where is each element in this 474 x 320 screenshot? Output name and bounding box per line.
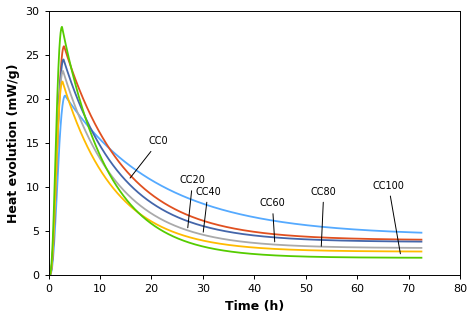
Text: CC20: CC20: [180, 175, 206, 228]
CC40: [61, 58, 66, 61]
CC0: [339, 227, 345, 230]
CC20: [218, 224, 223, 228]
CC80: [227, 243, 233, 247]
CC80: [218, 242, 223, 246]
CC0: [419, 231, 424, 235]
CC80: [408, 250, 413, 253]
Line: CC100: CC100: [49, 27, 421, 276]
CC100: [408, 256, 414, 260]
CC80: [60, 80, 65, 84]
CC20: [408, 238, 413, 242]
CC100: [227, 250, 233, 253]
CC60: [419, 246, 424, 250]
CC80: [339, 249, 345, 253]
CC60: [46, 274, 52, 277]
CC40: [227, 230, 233, 234]
CC40: [218, 228, 223, 232]
Text: CC80: CC80: [311, 187, 337, 246]
CC100: [59, 25, 65, 29]
CC60: [65, 84, 71, 88]
CC0: [408, 230, 414, 234]
Text: CC60: CC60: [259, 198, 285, 242]
CC0: [46, 274, 52, 277]
CC20: [61, 44, 67, 48]
CC60: [408, 246, 414, 250]
Line: CC60: CC60: [49, 71, 421, 276]
CC100: [408, 256, 413, 260]
CC0: [65, 98, 71, 101]
CC80: [65, 96, 71, 100]
CC40: [339, 239, 345, 243]
Y-axis label: Heat evolution (mW/g): Heat evolution (mW/g): [7, 63, 20, 223]
CC20: [339, 236, 345, 240]
CC60: [339, 245, 345, 249]
CC100: [65, 52, 71, 56]
CC20: [408, 238, 414, 242]
CC0: [218, 207, 223, 211]
CC20: [65, 56, 71, 60]
CC20: [419, 238, 424, 242]
CC40: [46, 274, 52, 277]
CC80: [46, 274, 52, 277]
Line: CC0: CC0: [49, 96, 421, 276]
CC40: [408, 240, 413, 244]
Text: CC0: CC0: [130, 136, 169, 178]
CC60: [60, 69, 66, 73]
CC20: [46, 274, 52, 277]
Line: CC40: CC40: [49, 60, 421, 276]
Text: CC100: CC100: [373, 180, 404, 254]
CC100: [419, 256, 424, 260]
CC80: [419, 250, 424, 253]
Line: CC80: CC80: [49, 82, 421, 276]
X-axis label: Time (h): Time (h): [225, 300, 284, 313]
Text: CC40: CC40: [195, 187, 221, 232]
CC40: [408, 240, 414, 244]
CC40: [419, 240, 424, 244]
CC60: [408, 246, 413, 250]
CC0: [227, 210, 233, 214]
CC80: [408, 250, 414, 253]
CC100: [339, 255, 345, 259]
Line: CC20: CC20: [49, 46, 421, 276]
CC60: [218, 236, 223, 240]
CC100: [46, 274, 52, 277]
CC0: [62, 94, 68, 98]
CC20: [227, 226, 233, 230]
CC60: [227, 238, 233, 242]
CC0: [408, 230, 413, 234]
CC100: [218, 248, 223, 252]
CC40: [65, 71, 71, 75]
